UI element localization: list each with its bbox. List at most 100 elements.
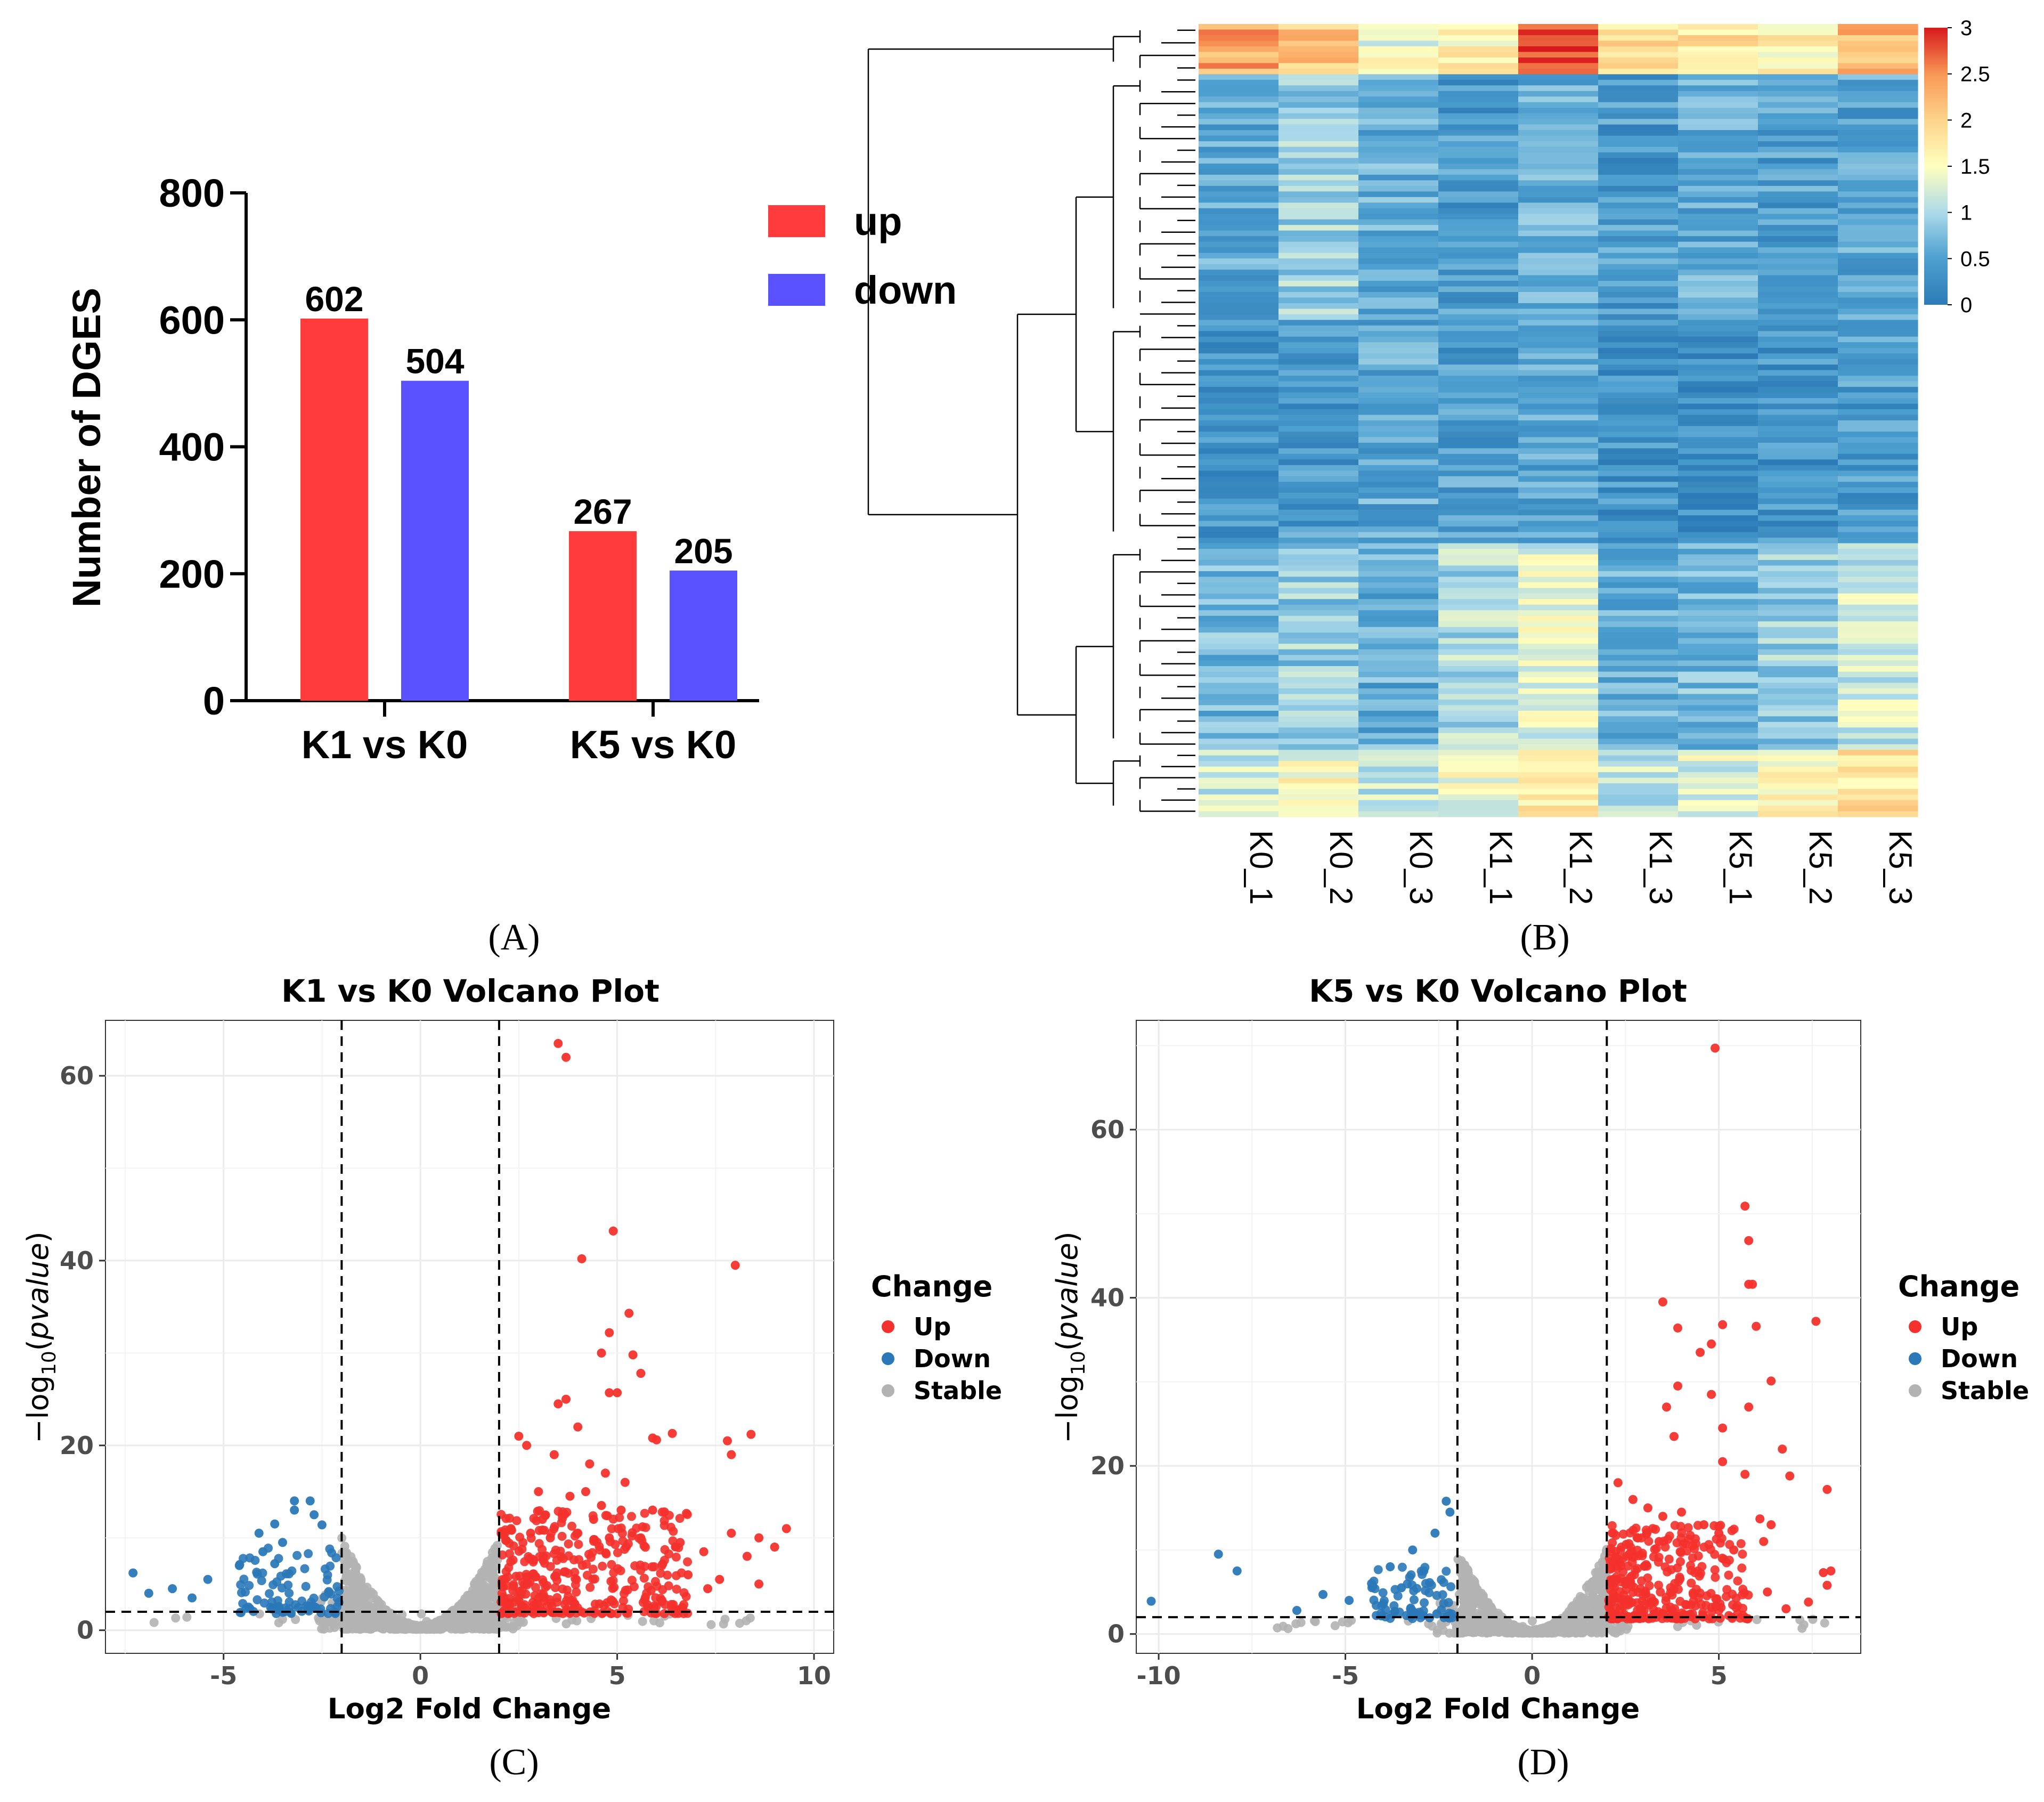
heatmap-cell (1358, 40, 1439, 47)
down-point (1421, 1586, 1430, 1595)
heatmap-cell (1199, 253, 1279, 259)
heatmap-cell (1598, 577, 1679, 583)
legend-label-stable: Stable (1941, 1376, 2029, 1405)
heatmap-cell (1358, 615, 1439, 622)
heatmap-cell (1358, 504, 1439, 510)
heatmap-cell (1278, 219, 1359, 225)
y-tick-label: 0 (77, 1616, 94, 1645)
heatmap-cell (1438, 46, 1519, 52)
heatmap-cell (1518, 113, 1599, 119)
up-point (1711, 1572, 1720, 1582)
heatmap-cell (1758, 108, 1838, 114)
up-point (530, 1591, 540, 1601)
legend-label-down: Down (1941, 1344, 2018, 1373)
heatmap-cell (1598, 671, 1679, 678)
heatmap-cell (1838, 588, 1918, 594)
heatmap-cell (1678, 515, 1758, 522)
heatmap-cell (1598, 258, 1679, 265)
down-point (270, 1519, 280, 1529)
heatmap-cell (1838, 565, 1918, 572)
up-point (1626, 1580, 1636, 1590)
down-point (1425, 1578, 1435, 1587)
heatmap-cell (1358, 721, 1439, 728)
volcano-k1-plot-area (105, 1020, 834, 1654)
heatmap-cell (1199, 147, 1279, 153)
heatmap-cell (1758, 577, 1838, 583)
up-point (529, 1514, 539, 1523)
heatmap-cell (1838, 381, 1918, 387)
heatmap-cell (1278, 241, 1359, 248)
heatmap-cell (1199, 270, 1279, 276)
heatmap-cell (1358, 364, 1439, 371)
heatmap-cell (1838, 621, 1918, 628)
stable-point (483, 1561, 493, 1570)
heatmap-cell (1678, 615, 1758, 622)
heatmap-cell (1438, 96, 1519, 103)
heatmap-cell (1758, 275, 1838, 281)
up-point (600, 1468, 610, 1478)
heatmap-cell (1598, 794, 1679, 801)
heatmap-cell (1518, 353, 1599, 360)
heatmap-cell (1518, 191, 1599, 198)
heatmap-cell (1518, 392, 1599, 399)
heatmap-cell (1598, 750, 1679, 756)
stable-point (488, 1573, 498, 1582)
heatmap-cell (1438, 197, 1519, 203)
heatmap-cell (1199, 777, 1279, 784)
heatmap-cell (1838, 163, 1918, 170)
up-point (1608, 1558, 1618, 1568)
heatmap-cell (1358, 275, 1439, 281)
heatmap-cell (1678, 68, 1758, 75)
heatmap-cell (1199, 800, 1279, 806)
heatmap-cell (1838, 632, 1918, 639)
colorbar-tick-label: 2.5 (1960, 63, 1990, 86)
heatmap-cell (1678, 320, 1758, 326)
legend-label-stable: Stable (914, 1376, 1002, 1405)
heatmap-cell (1358, 163, 1439, 170)
heatmap-cell (1278, 442, 1359, 449)
up-point (639, 1573, 649, 1583)
up-point (1781, 1604, 1791, 1613)
up-point (585, 1459, 595, 1468)
heatmap-cell (1518, 347, 1599, 354)
stable-point (1463, 1565, 1473, 1575)
heatmap-cell (1758, 699, 1838, 706)
heatmap-cell (1438, 671, 1519, 678)
heatmap-cell (1199, 29, 1279, 36)
down-point (1406, 1570, 1416, 1580)
heatmap-cell (1758, 342, 1838, 348)
up-point (582, 1560, 591, 1569)
heatmap-cell (1438, 370, 1519, 376)
heatmap-cell (1278, 604, 1359, 611)
heatmap-cell (1518, 476, 1599, 482)
heatmap-cell (1838, 644, 1918, 650)
heatmap-cell (1358, 554, 1439, 561)
heatmap-cell (1358, 309, 1439, 315)
stable-point (182, 1612, 192, 1622)
heatmap-cell (1598, 493, 1679, 499)
up-point (567, 1521, 577, 1531)
heatmap-cell (1199, 789, 1279, 795)
heatmap-cell (1278, 660, 1359, 667)
heatmap-cell (1358, 671, 1439, 678)
heatmap-cell (1758, 610, 1838, 616)
heatmap-cell (1358, 24, 1439, 30)
up-point (1717, 1553, 1727, 1563)
up-point (514, 1546, 524, 1556)
heatmap-cell (1518, 29, 1599, 36)
y-tick-label: 20 (1090, 1451, 1125, 1480)
heatmap-cell (1199, 442, 1279, 449)
heatmap-cell (1838, 185, 1918, 192)
heatmap-cell (1358, 649, 1439, 655)
heatmap-cell (1278, 453, 1359, 460)
heatmap-cell (1278, 721, 1359, 728)
heatmap-cell (1678, 789, 1758, 795)
heatmap-cell (1358, 119, 1439, 125)
heatmap-cell (1678, 63, 1758, 69)
heatmap-cell (1758, 376, 1838, 382)
heatmap-cell (1438, 91, 1519, 97)
heatmap-cell (1838, 694, 1918, 700)
heatmap-cell (1358, 800, 1439, 806)
heatmap-cell (1358, 442, 1439, 449)
legend-label-up: Up (1941, 1312, 1978, 1341)
